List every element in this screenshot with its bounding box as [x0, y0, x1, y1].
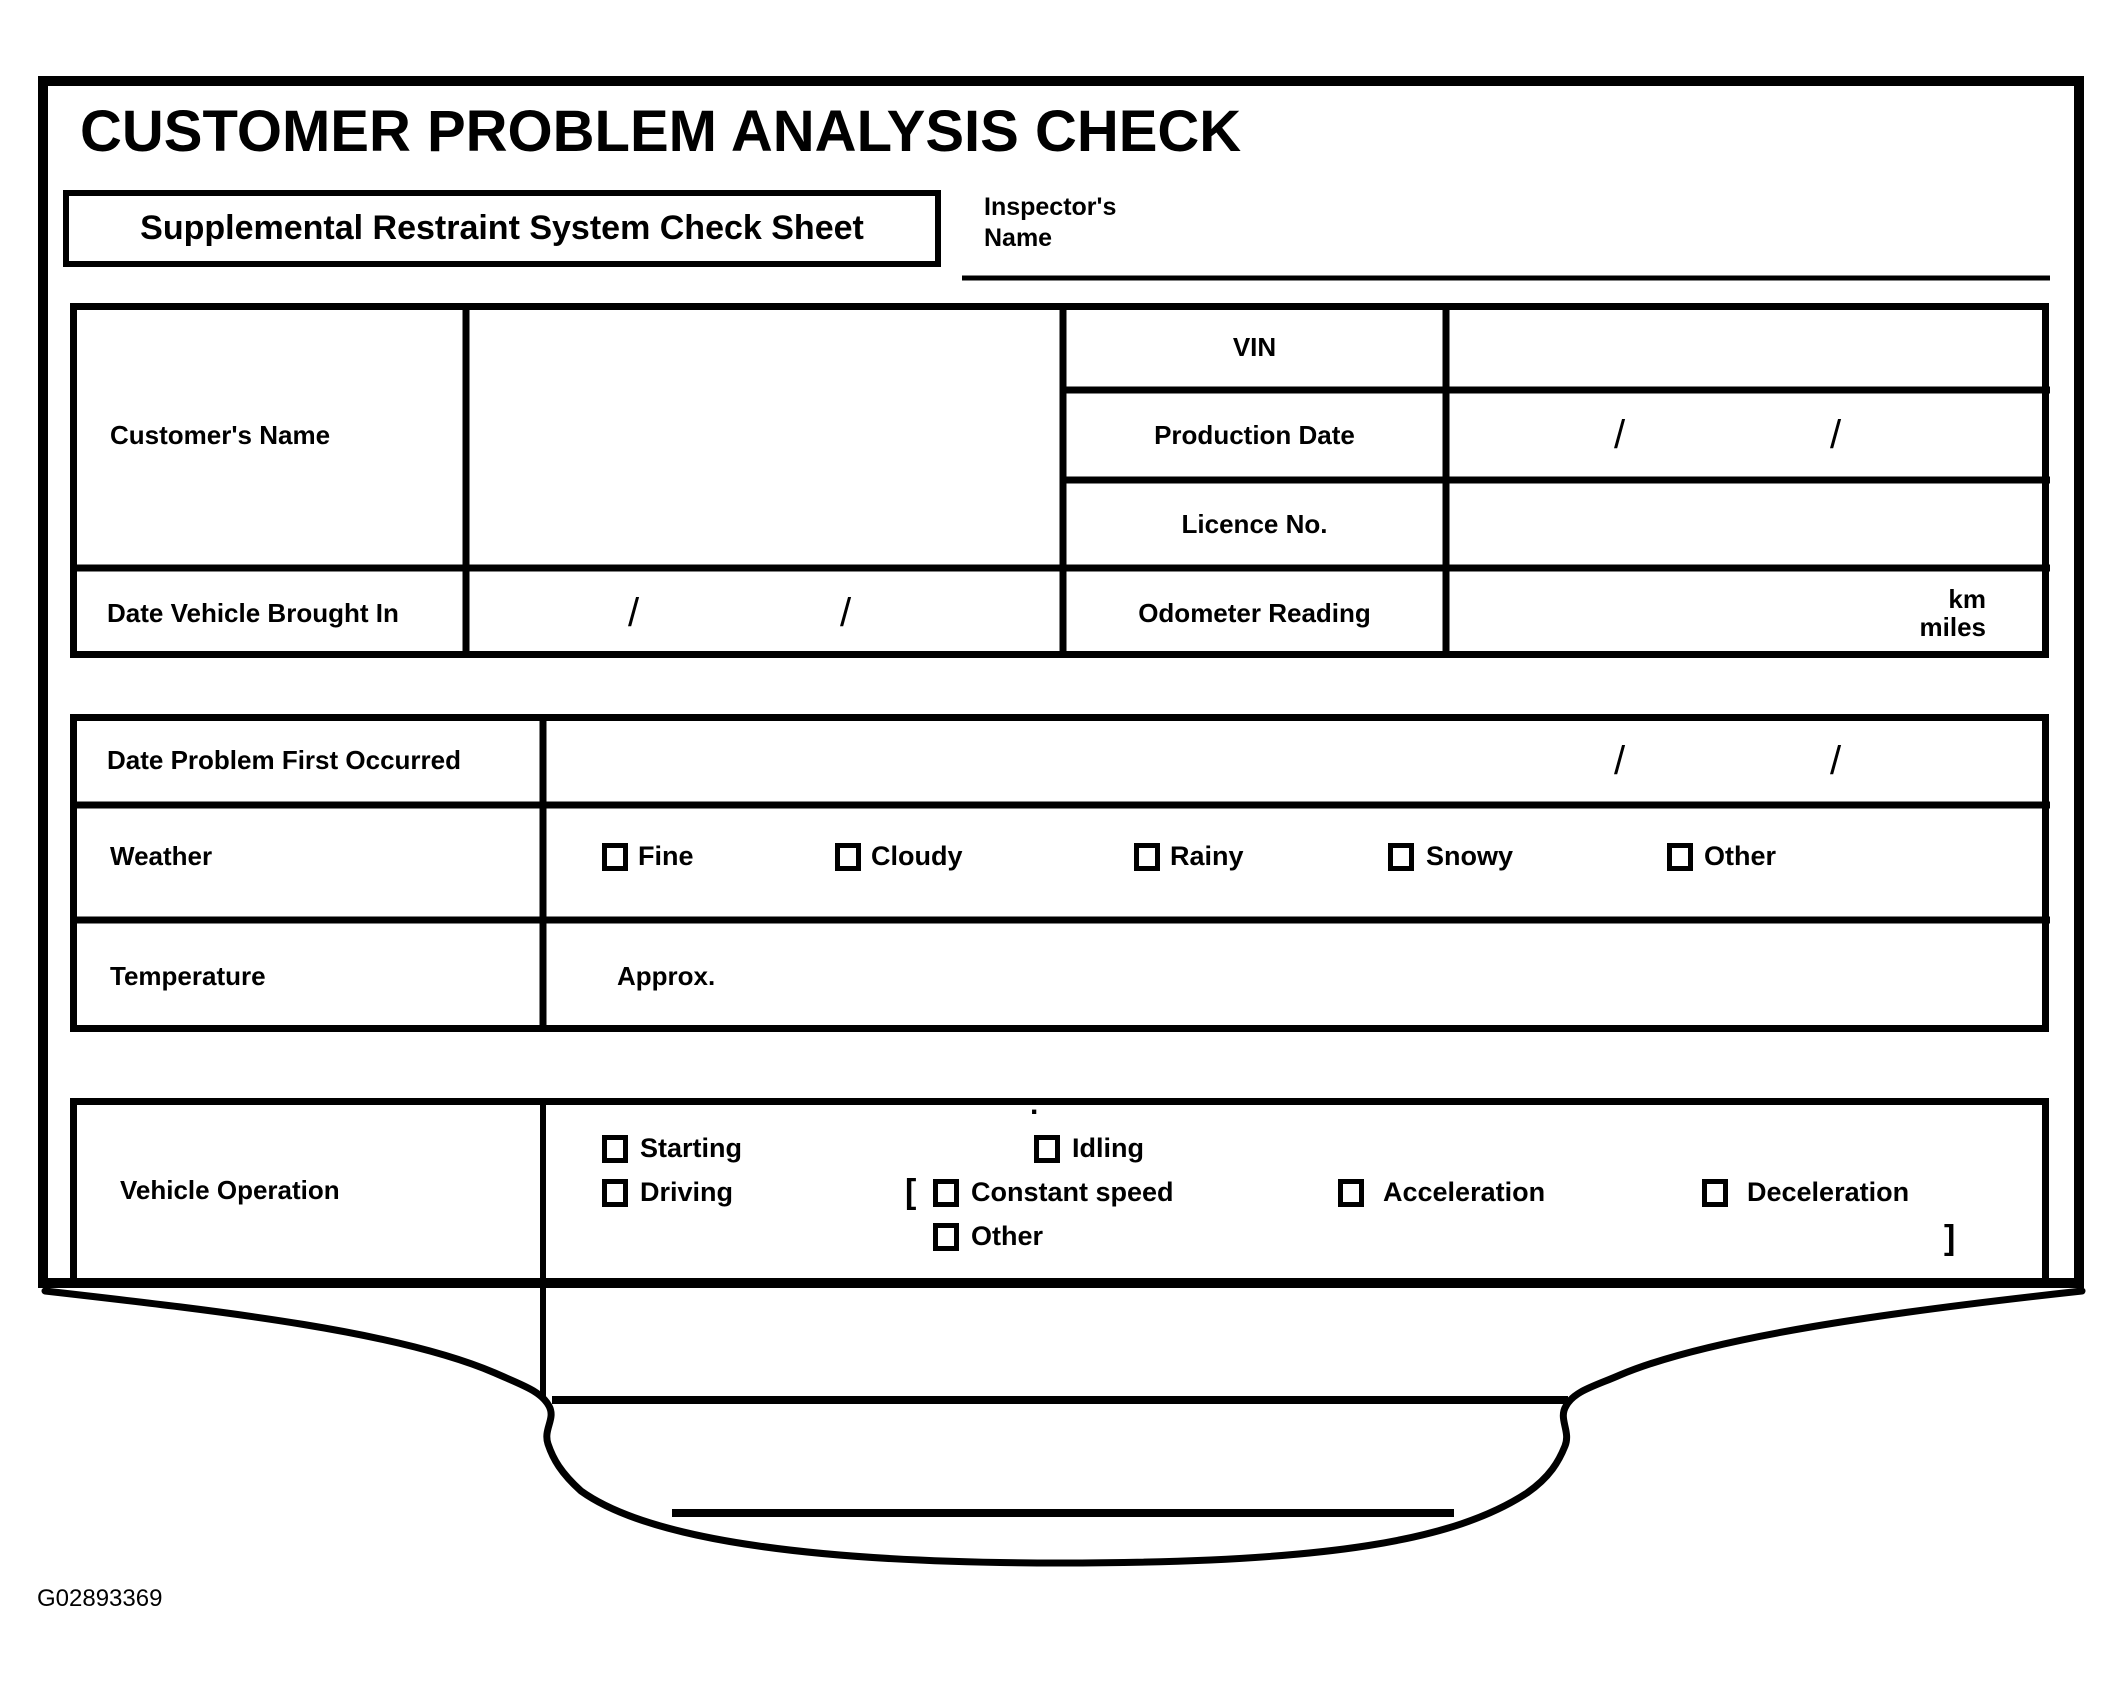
op-constant-speed-label: Constant speed [971, 1177, 1174, 1207]
op-other-label: Other [971, 1221, 1044, 1251]
production-date-slash-2: / [1830, 413, 1842, 457]
date-brought-slash-1: / [628, 591, 640, 635]
checkbox-op-deceleration[interactable] [1702, 1179, 1728, 1207]
checkbox-op-idling[interactable] [1034, 1135, 1060, 1163]
op-deceleration-label: Deceleration [1747, 1177, 1910, 1207]
weather-other-label: Other [1704, 841, 1777, 871]
temperature-label: Temperature [110, 961, 266, 991]
checkbox-weather-rainy[interactable] [1134, 843, 1160, 871]
vin-field[interactable] [1453, 310, 2043, 383]
operation-table-border [70, 1098, 2049, 1288]
subtitle-text: Supplemental Restraint System Check Shee… [140, 209, 864, 247]
inspector-name-field[interactable] [962, 222, 2050, 276]
stray-dot-mark: . [1030, 1088, 1039, 1121]
op-starting-label: Starting [640, 1133, 743, 1163]
weather-label: Weather [110, 841, 213, 871]
op-bracket-close: ] [1944, 1219, 1956, 1257]
unit-km: km [1948, 584, 1986, 614]
temperature-field[interactable] [750, 927, 2043, 1025]
date-brought-label: Date Vehicle Brought In [107, 598, 399, 628]
checkbox-op-driving[interactable] [602, 1179, 628, 1207]
checkbox-weather-fine[interactable] [602, 843, 628, 871]
odometer-units: km miles [1446, 584, 1987, 642]
vin-label: VIN [1232, 332, 1277, 362]
weather-snowy-label: Snowy [1426, 841, 1514, 871]
weather-fine-label: Fine [638, 841, 694, 871]
date-problem-slash-1: / [1614, 739, 1626, 783]
op-bracket-open: [ [905, 1173, 917, 1211]
checkbox-op-constant-speed[interactable] [933, 1179, 959, 1207]
checkbox-op-other[interactable] [933, 1223, 959, 1251]
checkbox-weather-other[interactable] [1667, 843, 1693, 871]
weather-rainy-label: Rainy [1170, 841, 1244, 871]
customer-name-label: Customer's Name [110, 420, 331, 450]
date-problem-field[interactable] [550, 721, 2043, 798]
date-brought-slash-2: / [840, 591, 852, 635]
torn-edge-curve [41, 1287, 2086, 1567]
unit-miles: miles [1919, 612, 1987, 642]
date-problem-slash-2: / [1830, 739, 1842, 783]
production-date-field[interactable] [1453, 397, 2043, 473]
odometer-label: Odometer Reading [1138, 598, 1371, 628]
figure-code: G02893369 [37, 1585, 163, 1612]
date-problem-label: Date Problem First Occurred [107, 745, 461, 775]
inspector-name-label: Inspector's Name [984, 193, 1117, 252]
problem-table-border [70, 714, 2049, 1032]
op-acceleration-label: Acceleration [1383, 1177, 1546, 1207]
subtitle-box: Supplemental Restraint System Check Shee… [63, 190, 941, 267]
checkbox-weather-snowy[interactable] [1388, 843, 1414, 871]
page-title: CUSTOMER PROBLEM ANALYSIS CHECK [80, 99, 1242, 164]
licence-no-field[interactable] [1453, 487, 2043, 561]
op-driving-label: Driving [640, 1177, 734, 1207]
vehicle-operation-label: Vehicle Operation [120, 1175, 340, 1205]
temperature-approx-label: Approx. [617, 961, 716, 991]
licence-no-label: Licence No. [1181, 509, 1328, 539]
production-date-label: Production Date [1154, 420, 1355, 450]
date-brought-field[interactable] [473, 575, 1056, 651]
weather-cloudy-label: Cloudy [871, 841, 963, 871]
checkbox-op-starting[interactable] [602, 1135, 628, 1163]
customer-name-field[interactable] [473, 310, 1056, 561]
checkbox-op-acceleration[interactable] [1338, 1179, 1364, 1207]
checkbox-weather-cloudy[interactable] [835, 843, 861, 871]
production-date-slash-1: / [1614, 413, 1626, 457]
op-idling-label: Idling [1072, 1133, 1144, 1163]
